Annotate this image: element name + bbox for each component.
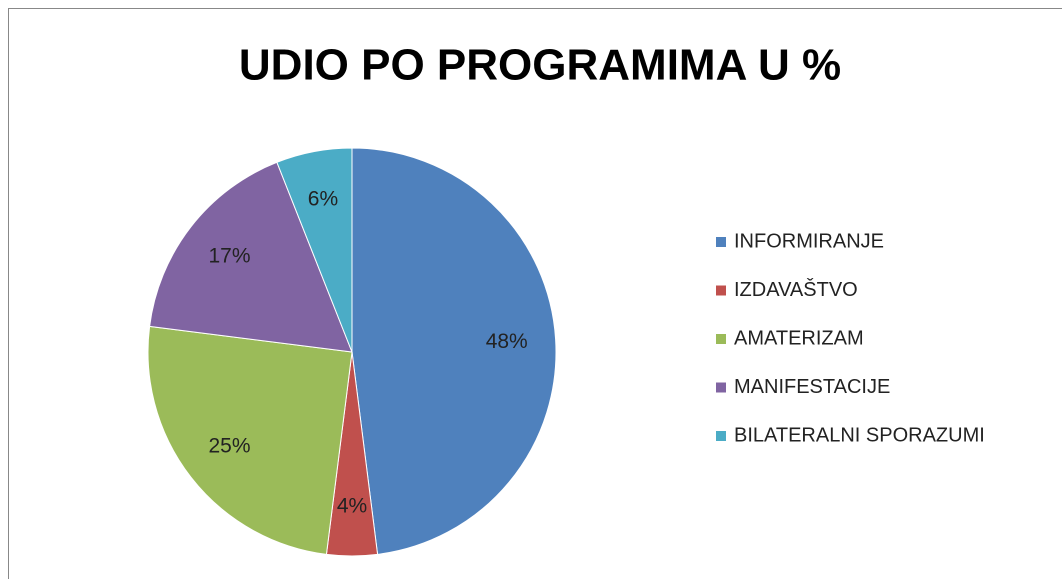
pie-slice — [147, 325, 353, 555]
data-label: 17% — [208, 245, 250, 268]
data-label: 4% — [337, 495, 367, 518]
legend-label: IZDAVAŠTVO — [734, 278, 858, 301]
data-label: 6% — [308, 187, 338, 210]
pie-slice — [276, 147, 353, 353]
legend-marker — [716, 285, 726, 296]
pie-slice — [149, 161, 353, 353]
legend-marker — [716, 431, 726, 441]
legend-label: INFORMIRANJE — [734, 230, 884, 252]
legend-marker — [716, 237, 726, 247]
legend-label: MANIFESTACIJE — [734, 376, 890, 398]
legend-label: BILATERALNI SPORAZUMI — [734, 424, 985, 446]
legend-label: AMATERIZAM — [734, 327, 864, 349]
data-label: 48% — [486, 330, 528, 353]
pie-slice — [351, 147, 557, 555]
chart-title: UDIO PO PROGRAMIMA U % — [239, 41, 841, 90]
legend-marker — [716, 334, 726, 344]
legend-marker — [716, 382, 726, 393]
data-label: 25% — [208, 435, 250, 458]
